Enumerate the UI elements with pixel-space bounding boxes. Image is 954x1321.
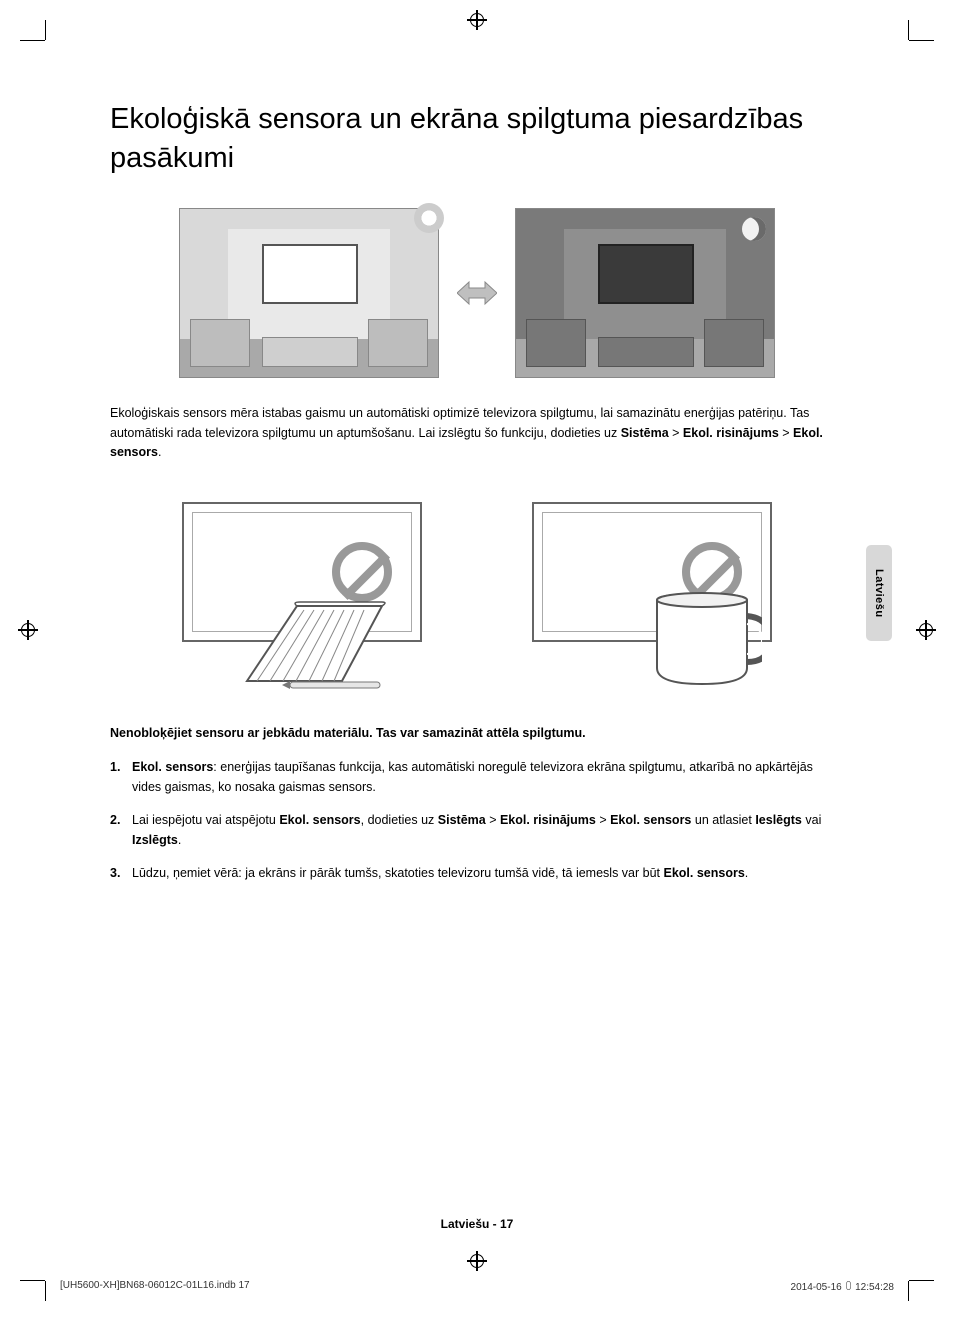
menu-path-eco-solution: Ekol. risinājums: [683, 426, 779, 440]
menu-path-system: Sistēma: [621, 426, 669, 440]
print-date: 2014-05-16 ꄲ 12:54:28: [791, 1280, 894, 1293]
crop-mark: [20, 1280, 45, 1281]
warning-text: Nenobloķējiet sensoru ar jebkādu materiā…: [110, 726, 844, 740]
mug-icon: [642, 588, 762, 688]
pen-icon: [282, 678, 392, 692]
language-tab: Latviešu: [866, 545, 892, 641]
crop-mark: [908, 1281, 909, 1301]
crop-mark: [20, 40, 45, 41]
language-tab-label: Latviešu: [873, 569, 885, 618]
crop-mark: [908, 20, 909, 40]
notebook-blocking-illustration: [172, 502, 432, 692]
mug-blocking-illustration: [522, 502, 782, 692]
intro-paragraph: Ekoloģiskais sensors mēra istabas gaismu…: [110, 404, 844, 462]
list-item: Ekol. sensors: enerģijas taupīšanas funk…: [110, 758, 844, 797]
room-night-illustration: [515, 208, 775, 378]
print-metadata: [UH5600-XH]BN68-06012C-01L16.indb 17 201…: [60, 1280, 894, 1293]
crop-mark: [909, 1280, 934, 1281]
crop-mark: [909, 40, 934, 41]
notes-list: Ekol. sensors: enerģijas taupīšanas funk…: [110, 758, 844, 883]
crop-mark: [45, 20, 46, 40]
registration-mark-icon: [916, 620, 936, 640]
double-arrow-icon: [457, 280, 497, 306]
notebook-icon: [242, 596, 392, 686]
page-content: Ekoloģiskā sensora un ekrāna spilgtuma p…: [110, 100, 844, 897]
registration-mark-icon: [467, 1251, 487, 1271]
sun-icon: [414, 203, 444, 233]
registration-mark-icon: [18, 620, 38, 640]
registration-mark-icon: [467, 10, 487, 30]
crop-mark: [45, 1281, 46, 1301]
do-not-block-sensor-figure: [110, 502, 844, 692]
room-day-illustration: [179, 208, 439, 378]
page-title: Ekoloģiskā sensora un ekrāna spilgtuma p…: [110, 100, 844, 178]
eco-sensor-day-night-figure: [110, 208, 844, 378]
list-item: Lūdzu, ņemiet vērā: ja ekrāns ir pārāk t…: [110, 864, 844, 883]
page-footer: Latviešu - 17: [0, 1217, 954, 1231]
term-eco-sensor: Ekol. sensors: [132, 760, 213, 774]
print-file: [UH5600-XH]BN68-06012C-01L16.indb 17: [60, 1280, 250, 1293]
prohibit-icon: [332, 542, 392, 602]
list-item: Lai iespējotu vai atspējotu Ekol. sensor…: [110, 811, 844, 850]
